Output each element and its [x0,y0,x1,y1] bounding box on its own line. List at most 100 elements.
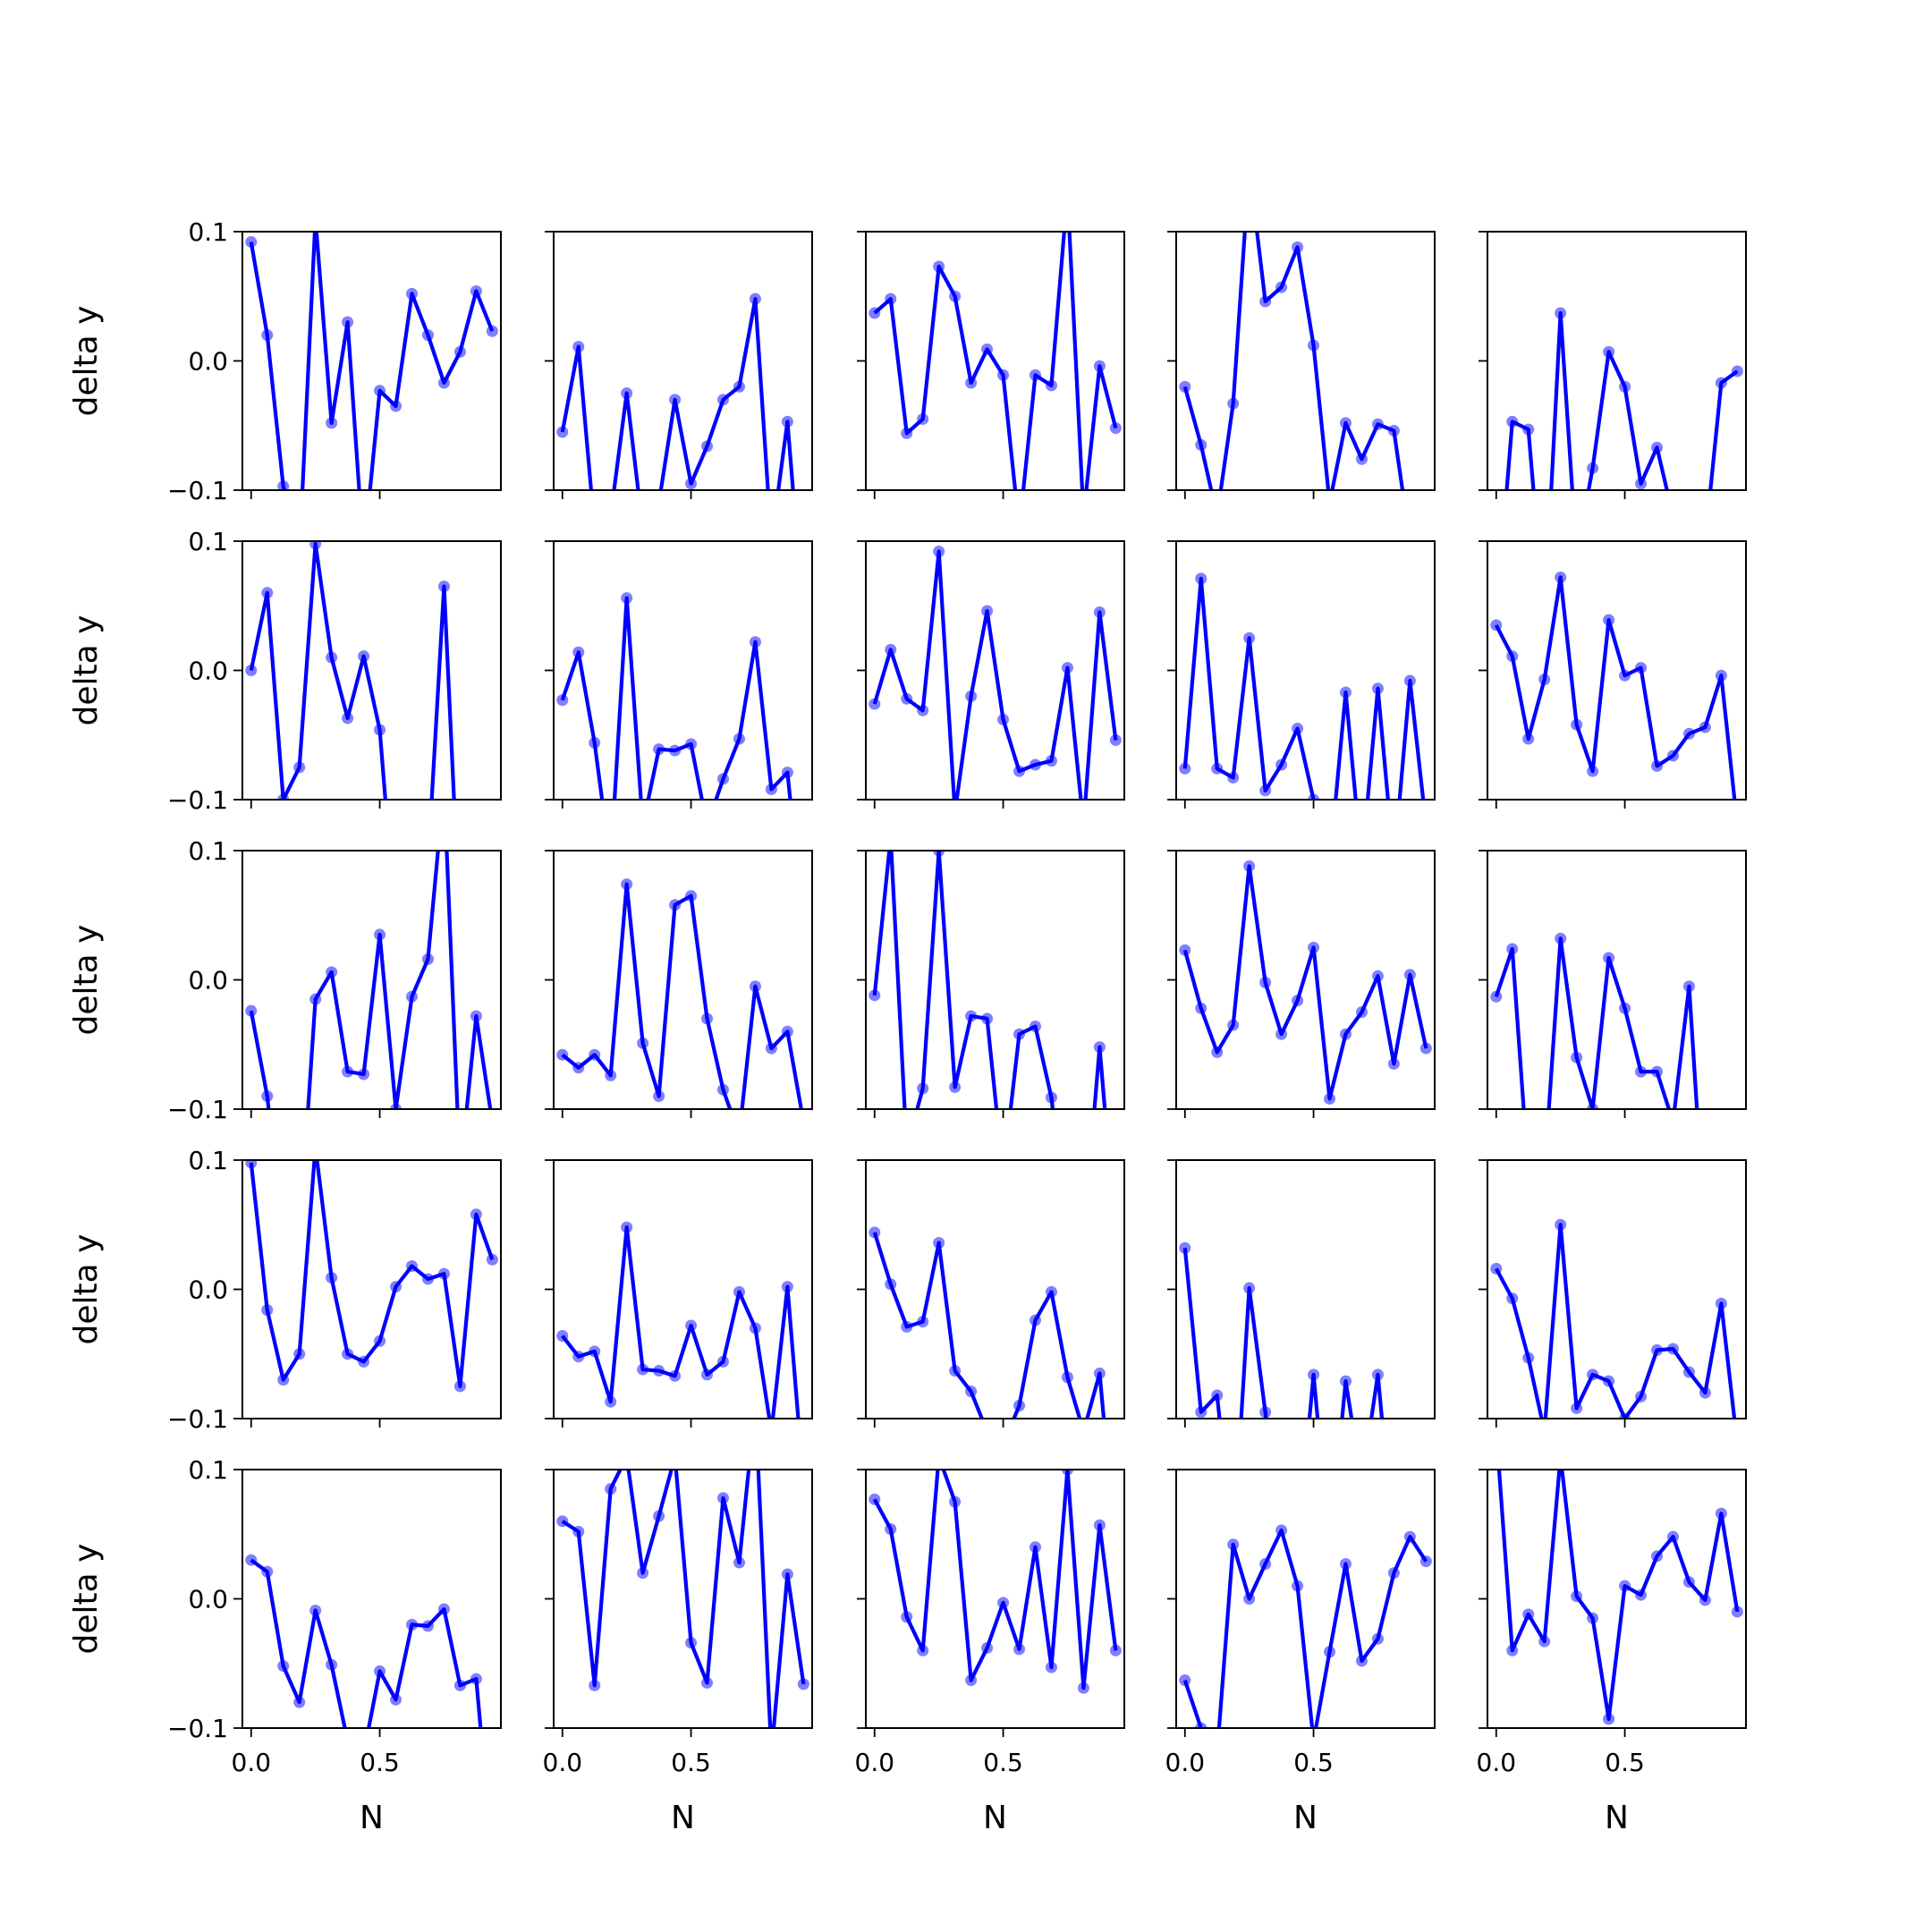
data-point [309,1141,321,1153]
data-point [1571,1051,1583,1063]
x-axis-label: N [1605,1800,1629,1836]
data-point [1275,1524,1288,1537]
data-point [245,236,258,249]
data-point [245,1160,258,1169]
data-point [1195,438,1208,451]
data-point [438,780,450,792]
plot-area [869,851,1107,1109]
data-point [390,400,402,412]
data-point [572,1351,585,1363]
data-point [1587,1103,1599,1109]
data-point [669,744,682,757]
data-point [1666,750,1679,762]
data-point [949,1080,962,1093]
data-point [653,1510,665,1522]
data-point [1666,1530,1679,1543]
plot-area [556,1221,801,1419]
data-point [781,1568,793,1580]
data-point [437,1603,450,1615]
plot-area [869,1470,1122,1694]
data-point [1355,453,1368,465]
data-point [701,1013,714,1025]
data-point [1243,161,1255,173]
data-point [1371,682,1384,695]
data-point [470,284,482,297]
data-point [869,1226,881,1239]
data-point [1045,755,1057,767]
data-point [717,1492,730,1504]
data-line [872,1470,1118,1690]
data-point [749,636,761,648]
data-point [1555,1451,1566,1462]
data-point [1308,1368,1320,1381]
data-point [556,426,569,438]
data-point [1030,369,1042,381]
data-point [997,713,1010,725]
data-point [717,773,730,785]
data-point [437,1267,450,1280]
axes-frame [553,1159,813,1419]
data-line [1182,864,1428,1101]
data-point [733,1556,745,1569]
data-point [901,1611,913,1623]
data-point [1555,1218,1567,1231]
data-point [245,1004,258,1017]
data-point [869,989,881,1002]
data-point [798,614,809,625]
data-point [261,1565,274,1578]
data-point [342,316,354,328]
data-point [933,546,945,558]
data-point [589,736,601,749]
axes-frame [865,850,1125,1110]
data-point [981,1426,993,1437]
data-point [261,587,274,599]
data-point [1387,425,1400,437]
y-tick-label: 0.1 [188,217,228,247]
plot-area [1179,572,1426,800]
data-point [1506,1644,1519,1657]
data-point [1292,995,1304,1007]
data-point [765,1042,777,1055]
data-line [1182,232,1405,490]
data-point [1538,1426,1550,1437]
data-point [1179,762,1191,775]
data-point [1110,1542,1122,1554]
data-point [885,292,897,305]
data-point [637,1363,649,1376]
data-point [1045,379,1057,392]
data-point [1211,1389,1224,1402]
data-point [1061,1371,1073,1384]
data-point [1603,952,1615,964]
data-point [1093,1519,1106,1531]
data-point [965,690,978,702]
data-point [685,478,698,490]
x-tick-label: 0.5 [1293,1748,1334,1777]
plot-area [1490,932,1743,1244]
data-point [1732,1233,1743,1244]
data-point [437,377,450,389]
data-point [1195,1406,1208,1419]
data-point [917,704,929,716]
data-point [406,287,419,300]
data-point [1109,734,1122,747]
axes-frame [242,850,502,1110]
data-point [358,549,369,561]
axes-frame [1175,1159,1436,1419]
data-point [1259,976,1272,988]
data-point [421,1273,434,1285]
data-point [572,646,585,658]
data-point [589,1679,601,1691]
data-point [605,1483,617,1496]
data-point [358,1068,370,1080]
data-point [470,1208,482,1221]
data-point [1093,1041,1106,1054]
data-point [589,1048,601,1061]
data-point [781,415,793,428]
data-point [1093,1367,1106,1379]
data-point [1715,1297,1727,1309]
data-point [261,1090,274,1103]
data-point [933,260,945,273]
data-point [1308,941,1320,953]
data-point [685,890,698,902]
